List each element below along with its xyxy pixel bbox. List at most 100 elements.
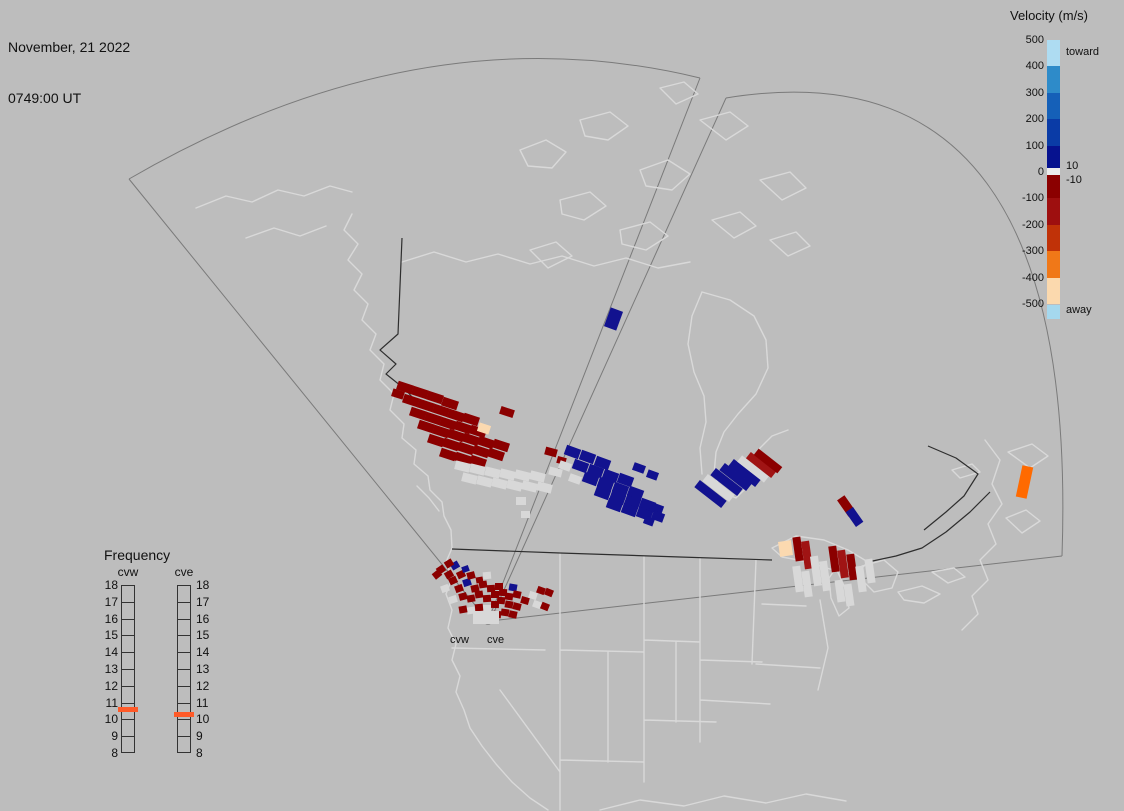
radar-label-cve: cve <box>487 634 505 646</box>
frequency-tick <box>178 736 190 738</box>
field-of-view-fans <box>128 58 1064 622</box>
frequency-scale-label: 18 <box>196 578 210 592</box>
frequency-marker-cve <box>174 712 194 718</box>
away-label: away <box>1066 304 1092 316</box>
frequency-ladder-cvw <box>121 585 135 753</box>
date-text: November, 21 2022 <box>8 39 131 55</box>
velocity-colorbar-segment <box>1047 172 1060 199</box>
velocity-colorbar-segment <box>1047 66 1060 93</box>
frequency-scale-label: 15 <box>104 628 118 643</box>
frequency-legend-title: Frequency <box>104 547 171 563</box>
frequency-scale-label: 14 <box>104 645 118 660</box>
frequency-tick <box>178 685 190 687</box>
echo-cell <box>458 605 468 614</box>
frequency-scale-label: 18 <box>104 578 118 592</box>
frequency-scale-label: 16 <box>104 611 118 626</box>
velocity-tick-label: -200 <box>1021 218 1044 231</box>
frequency-tick <box>122 601 134 603</box>
echo-cell <box>483 605 491 612</box>
frequency-scale-label: 12 <box>196 678 210 693</box>
echo-cell <box>482 571 492 580</box>
frequency-scale-label: 15 <box>196 628 210 643</box>
frequency-scale-label: 13 <box>104 662 118 676</box>
frequency-scale-label: 13 <box>196 662 210 676</box>
frequency-scale-label: 17 <box>104 594 118 609</box>
frequency-tick <box>122 719 134 721</box>
coastlines <box>195 81 1049 811</box>
timestamp: November, 21 2022 0749:00 UT <box>8 5 130 141</box>
echo-cell <box>508 610 518 619</box>
frequency-scale-label: 11 <box>196 695 209 710</box>
velocity-colorbar-segment <box>1047 224 1060 252</box>
velocity-colorbar-segment <box>1047 40 1060 67</box>
frequency-tick <box>178 652 190 654</box>
velocity-tick-label: 500 <box>1025 34 1044 46</box>
velocity-colorbar-segment <box>1047 251 1060 278</box>
velocity-colorbar-segment <box>1047 145 1060 173</box>
echo-cell <box>521 511 530 518</box>
velocity-colorbar-segment <box>1047 198 1060 225</box>
frequency-scale-label: 9 <box>111 729 118 744</box>
echo-cell <box>475 576 484 584</box>
frequency-marker-cvw <box>118 707 138 713</box>
minus-ten-label: -10 <box>1066 174 1082 186</box>
frequency-scale-label: 10 <box>104 712 118 727</box>
frequency-ladder-cve <box>177 585 191 753</box>
echo-cell <box>778 540 793 557</box>
velocity-tick-label: 100 <box>1025 139 1044 152</box>
time-text: 0749:00 UT <box>8 90 82 106</box>
toward-label: toward <box>1066 46 1100 58</box>
frequency-scale-label: 17 <box>196 594 210 609</box>
frequency-tick <box>178 719 190 721</box>
dark-borders <box>379 237 991 563</box>
frequency-column-cve: cve <box>174 565 194 579</box>
velocity-tick-label: 400 <box>1025 60 1044 73</box>
frequency-scale-label: 14 <box>196 645 210 660</box>
frequency-scale-label: 16 <box>196 611 210 626</box>
frequency-tick <box>122 635 134 637</box>
frequency-tick <box>178 702 190 704</box>
state-borders-path <box>451 552 829 811</box>
velocity-zero-band <box>1047 168 1060 175</box>
echo-cell <box>516 497 526 505</box>
arctic-islands-path <box>519 81 811 269</box>
frequency-column-cvw: cvw <box>117 565 139 579</box>
velocity-tick-label: -300 <box>1021 245 1044 258</box>
frequency-scale-label: 11 <box>105 695 118 710</box>
velocity-tick-label: -500 <box>1021 298 1044 310</box>
echo-cell <box>473 611 499 624</box>
frequency-tick <box>178 618 190 620</box>
country-borders-path <box>379 237 991 563</box>
frequency-tick <box>122 702 134 704</box>
velocity-colorbar-segment <box>1047 277 1060 305</box>
frequency-tick <box>122 618 134 620</box>
frequency-tick <box>122 652 134 654</box>
velocity-tick-label: 200 <box>1025 113 1044 126</box>
frequency-scale-label: 8 <box>196 746 203 760</box>
frequency-scale-label: 9 <box>196 729 203 744</box>
radar-label-cvw: cvw <box>450 634 469 646</box>
velocity-tick-label: 300 <box>1025 86 1044 99</box>
velocity-tick-label: 0 <box>1037 166 1044 178</box>
echo-cell <box>491 591 499 598</box>
frequency-scale-label: 10 <box>196 712 210 727</box>
velocity-tick-label: -100 <box>1021 192 1044 205</box>
frequency-tick <box>178 669 190 670</box>
frequency-tick <box>122 685 134 687</box>
velocity-colorbar <box>1047 40 1060 305</box>
echo-cell <box>512 590 522 599</box>
frequency-tick <box>178 635 190 637</box>
echo-cell <box>482 594 492 603</box>
frequency-tick <box>122 669 134 670</box>
plus-ten-label: 10 <box>1066 160 1079 172</box>
east-coast-path <box>599 439 1049 811</box>
away-color-swatch <box>1047 305 1060 319</box>
frequency-tick <box>178 601 190 603</box>
velocity-colorbar-segment <box>1047 119 1060 146</box>
velocity-legend-title: Velocity (m/s) <box>1010 8 1089 23</box>
west-coast-path <box>195 185 691 811</box>
echo-cell <box>495 583 503 590</box>
velocity-tick-label: -400 <box>1021 271 1044 284</box>
frequency-tick <box>122 736 134 738</box>
